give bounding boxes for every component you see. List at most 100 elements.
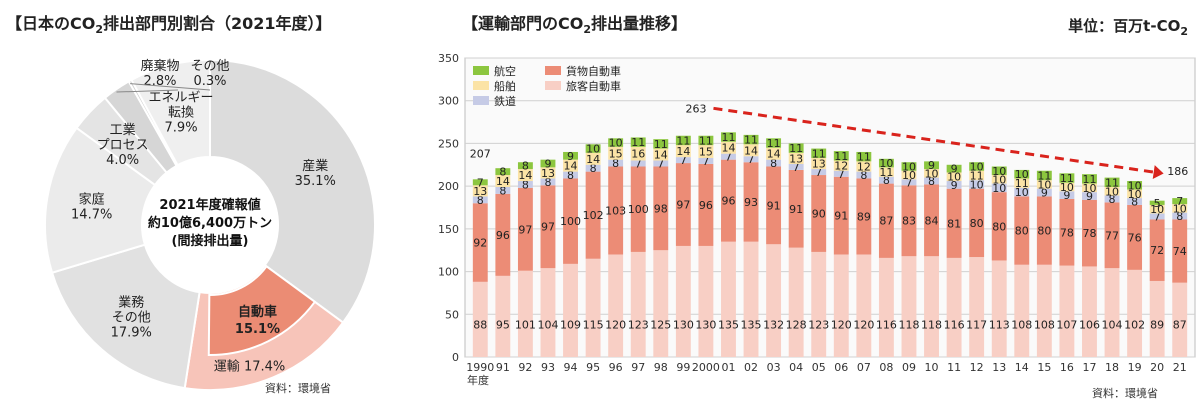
bar-segment-rail [698,157,714,164]
bar-value-label-passenger: 107 [1056,319,1077,332]
slice-household [44,126,157,274]
bar-value-label-shipping: 10 [1082,182,1096,195]
bar-segment-rail [1172,212,1188,220]
y-tick-label: 250 [438,137,459,150]
slice-label-other: その他 [190,59,229,74]
bar-segment-shipping [608,146,624,160]
bar-value-label-passenger: 109 [560,319,581,332]
bar-value-label-passenger: 108 [1011,319,1032,332]
y-tick-label: 150 [438,223,459,236]
bar-value-label-shipping: 16 [631,148,645,161]
bar-value-label-rail: 8 [612,157,619,170]
x-tick-label: 18 [1105,361,1119,374]
slice-industry [209,58,376,324]
bar-value-label-aviation: 8 [499,166,506,179]
slice-value-household: 14.7% [71,207,112,222]
slice-energy [130,58,211,167]
x-tick-label: 91 [496,361,510,374]
y-tick-label: 200 [438,180,459,193]
bar-segment-aviation [563,151,578,160]
bar-value-label-rail: 7 [838,168,845,181]
bar-value-label-aviation: 11 [721,131,735,144]
slice-label-household: 家庭 [79,191,105,207]
x-tick-label: 92 [518,361,532,374]
bar-segment-passenger [630,251,646,357]
bar-segment-aviation [585,144,601,153]
bar-value-label-rail: 7 [793,161,800,174]
bar-value-label-aviation: 7 [1176,195,1183,208]
bar-segment-freight [585,171,601,259]
bar-value-label-passenger: 130 [673,319,694,332]
x-tick-label: 19 [1128,361,1142,374]
donut-chart-title: 【日本のCO2排出部門別割合（2021年度）】 [6,14,332,37]
bar-value-label-aviation: 10 [1015,168,1029,181]
bar-value-label-shipping: 11 [970,169,984,182]
bar-segment-passenger [495,275,511,357]
bar-segment-shipping [563,159,578,172]
bar-segment-passenger [563,263,578,357]
slice-label-energy: エネルギー [149,91,214,106]
x-tick-label: 14 [1015,361,1029,374]
bar-segment-freight [788,169,804,248]
bar-segment-passenger [969,257,985,357]
bar-value-label-rail: 9 [1041,187,1048,200]
bar-value-label-shipping: 14 [496,175,510,188]
bar-segment-freight [540,185,556,269]
bar-value-label-freight: 87 [879,215,893,228]
bar-segment-shipping [833,160,849,171]
bar-value-label-freight: 96 [496,229,510,242]
bar-value-label-shipping: 10 [947,171,961,184]
legend-swatch-freight [545,66,561,75]
bar-segment-shipping [924,169,939,178]
bar-segment-aviation [1127,181,1143,190]
bar-segment-freight [1104,202,1120,269]
bar-value-label-freight: 90 [812,207,826,220]
bar-value-label-shipping: 10 [1060,181,1074,194]
x-tick-label: 06 [834,361,848,374]
bar-value-label-rail: 10 [992,182,1006,195]
bar-value-label-rail: 8 [544,176,551,189]
bar-value-label-aviation: 9 [928,159,935,172]
bar-segment-passenger [472,281,488,357]
bar-segment-passenger [924,256,939,357]
bar-value-label-freight: 97 [676,199,690,212]
bar-segment-aviation [811,148,827,158]
bar-segment-rail [495,186,511,194]
bar-value-label-shipping: 14 [767,148,781,161]
bar-value-label-freight: 93 [744,196,758,209]
bar-value-label-freight: 97 [541,221,555,234]
bar-segment-aviation [924,161,939,170]
bar-segment-aviation [1149,200,1165,205]
bar-value-label-rail: 7 [815,166,822,179]
bar-value-label-aviation: 11 [812,147,826,160]
bar-value-label-aviation: 11 [744,134,758,147]
bar-segment-shipping [1172,204,1188,213]
bar-segment-freight [1059,198,1075,266]
bar-chart-title: 【運輸部門のCO2排出量推移】 [462,14,688,37]
slice-label-process: プロセス [97,138,149,153]
bar-value-label-rail: 10 [970,178,984,191]
bar-segment-passenger [698,245,714,357]
bar-segment-aviation [946,164,962,173]
bar-value-label-rail: 7 [748,153,755,166]
bar-segment-aviation [1104,177,1120,187]
bar-segment-passenger [517,270,533,357]
bar-segment-shipping [1104,186,1120,196]
bar-value-label-aviation: 10 [879,157,893,170]
bar-segment-shipping [743,144,759,157]
bar-segment-freight [675,163,691,246]
bar-segment-rail [540,178,556,186]
bar-value-label-rail: 7 [657,158,664,171]
bar-segment-shipping [585,152,601,165]
bar-value-label-aviation: 9 [951,163,958,176]
bar-value-label-passenger: 120 [831,319,852,332]
bar-value-label-aviation: 10 [970,160,984,173]
donut-center-text: 約10億6,400万トン [148,215,272,231]
bar-segment-shipping [946,172,962,182]
total-annotation: 186 [1167,165,1188,178]
bar-value-label-passenger: 116 [876,319,897,332]
bar-segment-aviation [721,132,736,142]
bar-segment-shipping [811,157,827,170]
x-tick-label: 13 [992,361,1006,374]
total-annotation: 263 [685,102,706,115]
